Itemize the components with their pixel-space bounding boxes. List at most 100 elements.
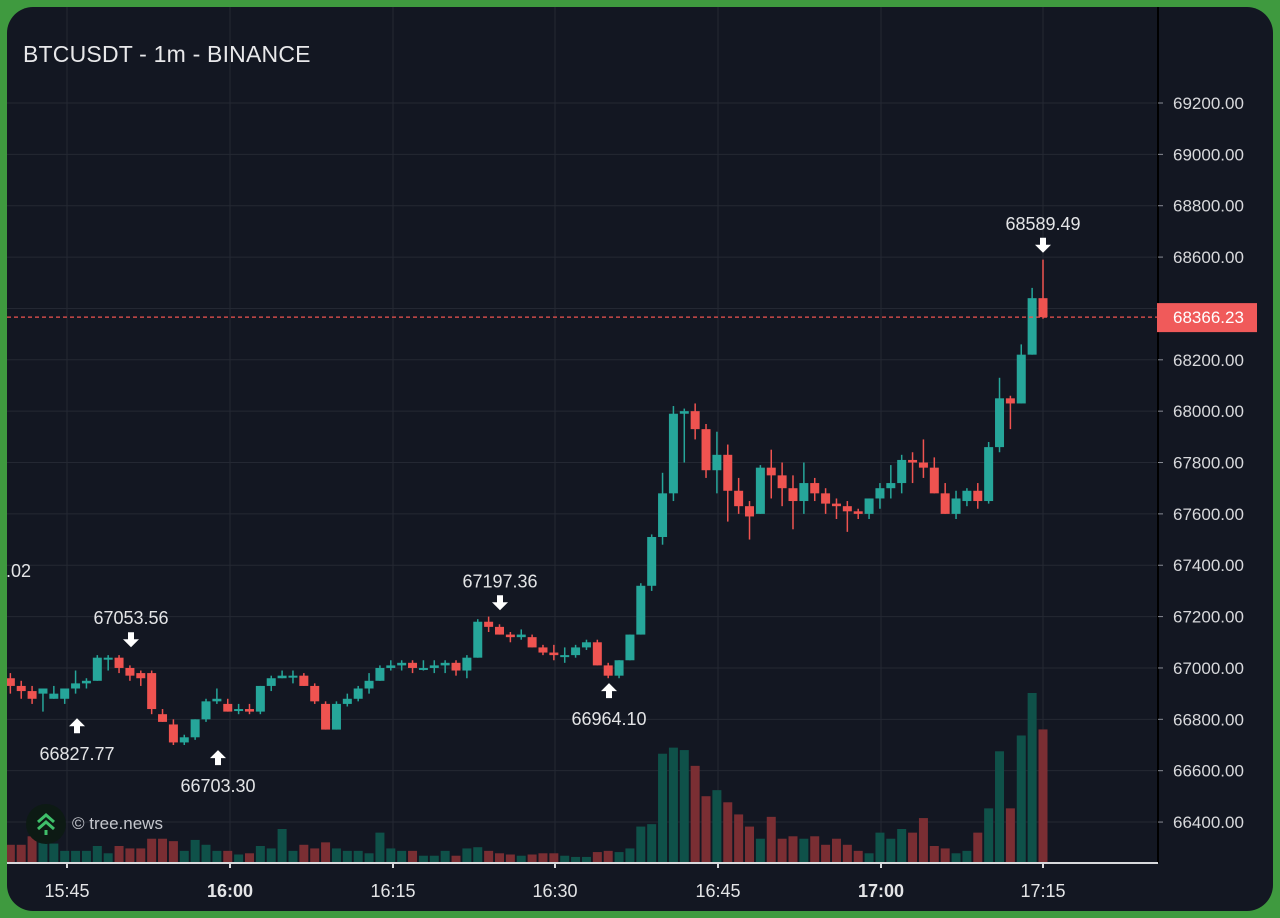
candle [429,660,439,863]
arrow-up-icon [210,750,226,766]
candle [342,693,352,863]
candle [310,683,320,863]
candle [581,639,591,863]
candle [190,719,200,863]
candle [27,685,37,863]
candle [853,508,863,863]
candle [103,655,113,863]
price-tick-label: 68000.00 [1173,402,1244,421]
candle [484,616,494,863]
candle [397,660,407,863]
annotation-label: .02 [7,561,31,581]
candle [897,454,907,863]
arrow-down-icon [492,595,508,611]
candle [571,644,581,863]
candle [951,490,961,863]
high-annotation: 67197.36 [462,571,538,611]
candle [777,462,787,863]
arrow-up-icon [601,683,617,699]
low-annotation: 66964.10 [571,683,647,729]
candle [995,377,1005,863]
candle [168,719,178,863]
high-annotation: 68589.49 [1005,214,1081,253]
candle [929,457,939,863]
candle [7,673,15,863]
candle [984,441,994,863]
price-tick-label: 66400.00 [1173,813,1244,832]
price-tick-label: 67800.00 [1173,454,1244,473]
candle [38,688,48,863]
candle [875,483,885,863]
candlestick-chart[interactable]: 67053.56 66827.77 66703.30 67197.36 66964.10… [7,7,1273,911]
candle [658,472,668,863]
candle [636,583,646,863]
candle [364,673,374,863]
time-tick-label: 16:00 [207,881,253,901]
candle [81,678,91,863]
candle [538,644,548,863]
last-price-badge [1157,303,1257,333]
candle [886,465,896,863]
svg-text:67197.36: 67197.36 [462,571,537,591]
price-tick-label: 67400.00 [1173,556,1244,575]
candle [505,632,515,863]
arrow-down-icon [123,632,139,648]
candle [679,408,689,863]
candle [1016,344,1026,863]
candle [723,444,733,863]
candle [277,670,287,863]
candle [201,698,211,863]
candle [755,465,765,863]
time-tick-label: 17:00 [858,881,904,901]
candle [125,665,135,863]
svg-text:67053.56: 67053.56 [93,608,168,628]
tree-logo-icon [26,804,66,844]
svg-text:66827.77: 66827.77 [39,744,114,764]
candle [918,439,928,863]
candle [255,685,265,863]
svg-text:66703.30: 66703.30 [180,776,255,796]
candle [440,660,450,863]
price-tick-label: 69200.00 [1173,94,1244,113]
candle [266,675,276,863]
candle [495,624,504,863]
candle [147,670,157,863]
candle [831,498,841,863]
candle [451,660,461,863]
time-tick-label: 16:30 [532,881,577,901]
arrow-up-icon [69,718,85,734]
candle [321,701,331,863]
chart-title: BTCUSDT - 1m - BINANCE [23,41,311,67]
time-tick-label: 15:45 [44,881,89,901]
candle [179,734,189,863]
candle [136,670,146,863]
candle [418,660,428,863]
high-annotation: 67053.56 [93,608,169,648]
low-annotation: 66703.30 [180,750,256,796]
candle [114,655,124,863]
candle [1005,395,1015,863]
candle [549,644,559,863]
candle [1027,287,1037,863]
candle [288,670,298,863]
candle [603,662,613,863]
candle [49,685,59,863]
price-tick-label: 68800.00 [1173,197,1244,216]
candle [60,688,70,863]
candle [973,483,983,863]
candle [821,488,831,863]
candle [592,639,602,863]
price-tick-label: 68600.00 [1173,248,1244,267]
candle [647,534,657,863]
candle [408,660,418,863]
candle [745,501,755,863]
candle [940,483,950,863]
candle [690,403,700,863]
candle [842,501,852,863]
candle [766,449,776,863]
time-tick-label: 16:15 [370,881,415,901]
candle [712,431,722,863]
candle [234,703,244,863]
candle [864,498,874,863]
price-tick-label: 67600.00 [1173,505,1244,524]
